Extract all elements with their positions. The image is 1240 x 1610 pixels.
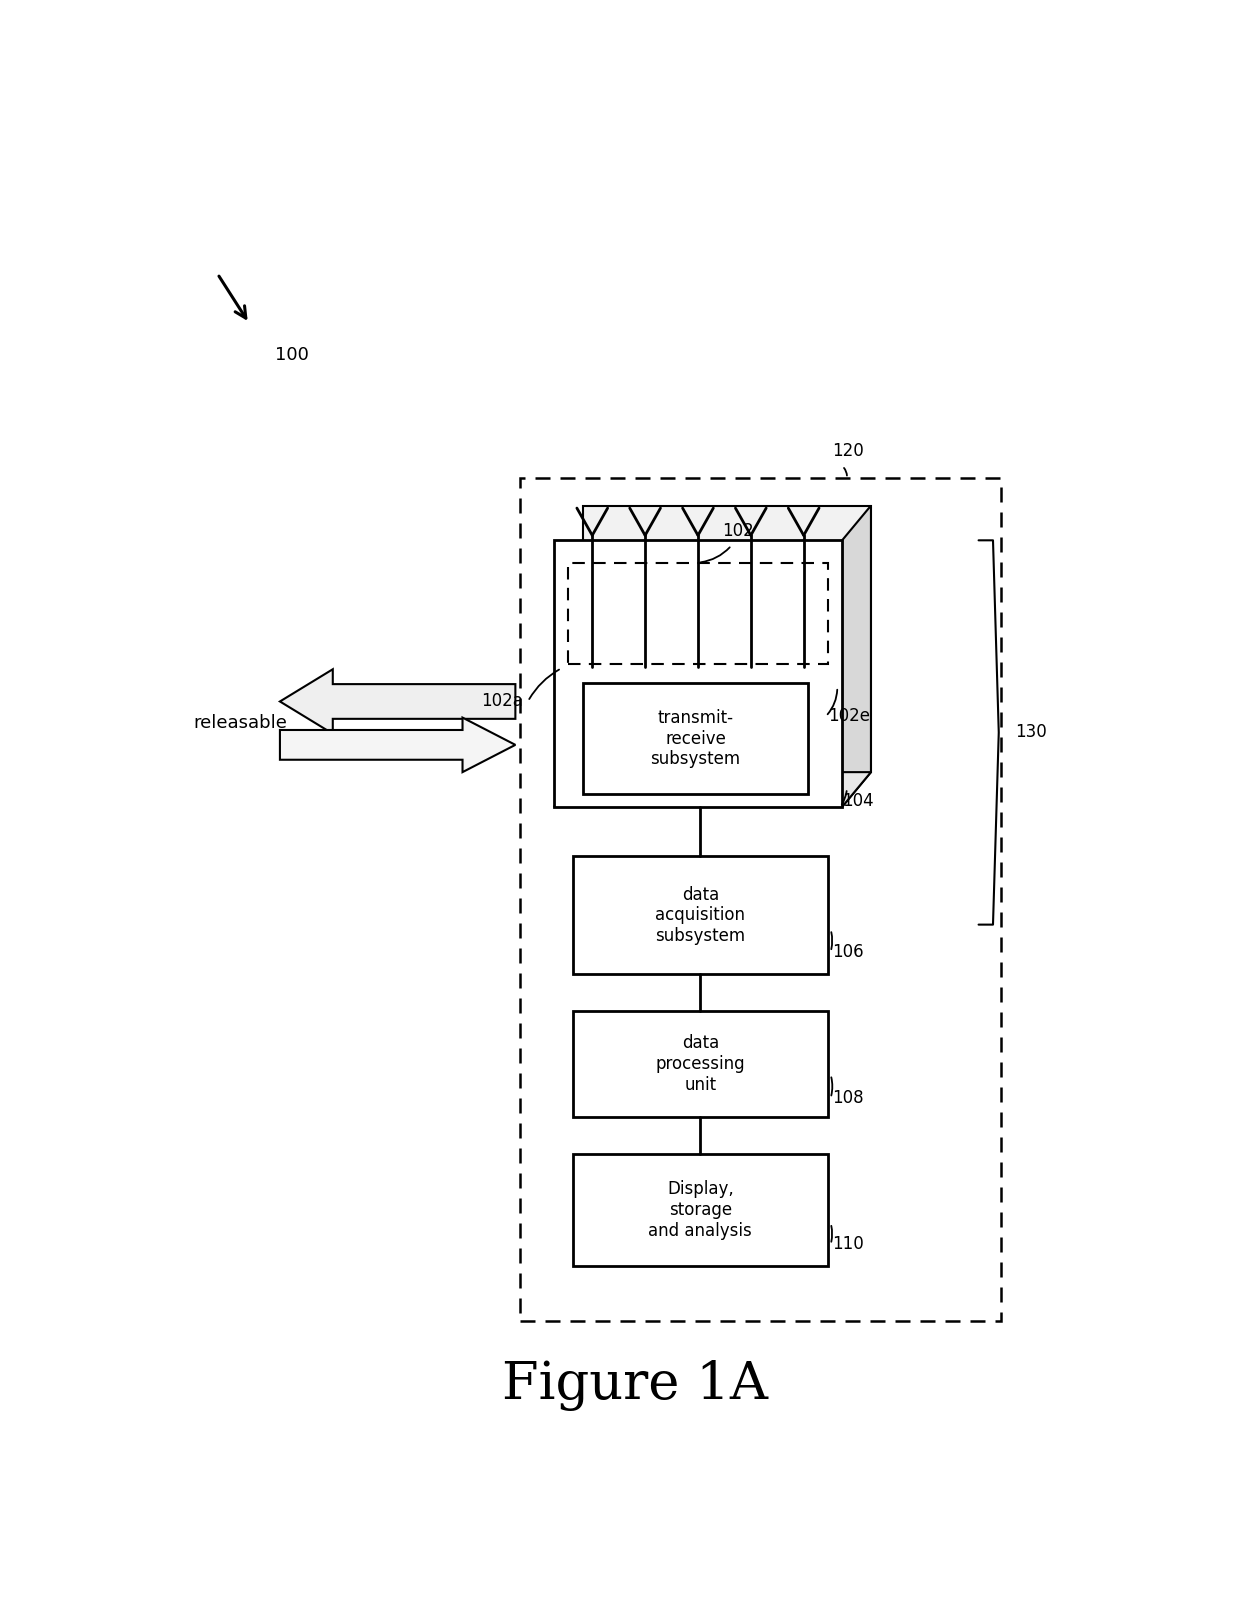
Text: data
processing
unit: data processing unit	[656, 1034, 745, 1093]
Text: Display,
storage
and analysis: Display, storage and analysis	[649, 1180, 753, 1240]
Text: 104: 104	[842, 792, 874, 810]
Text: data
acquisition
subsystem: data acquisition subsystem	[655, 886, 745, 945]
Polygon shape	[842, 506, 870, 807]
Polygon shape	[583, 506, 870, 773]
Bar	[573, 1154, 828, 1265]
Polygon shape	[280, 718, 516, 773]
Text: 130: 130	[1016, 723, 1047, 742]
Text: transmit-
receive
subsystem: transmit- receive subsystem	[651, 708, 740, 768]
Bar	[568, 562, 828, 665]
Text: 106: 106	[832, 943, 864, 961]
Polygon shape	[554, 773, 870, 807]
Text: 100: 100	[275, 346, 309, 364]
Bar	[573, 857, 828, 974]
Text: 110: 110	[832, 1235, 864, 1254]
Bar	[583, 683, 808, 794]
Text: 102: 102	[722, 522, 754, 541]
Text: Figure 1A: Figure 1A	[502, 1360, 769, 1412]
Text: 102a: 102a	[481, 692, 523, 710]
Polygon shape	[280, 670, 516, 734]
Bar	[521, 478, 1001, 1322]
Text: releasable: releasable	[193, 713, 288, 731]
Text: 120: 120	[832, 441, 864, 460]
Bar	[573, 1011, 828, 1117]
Bar	[554, 541, 842, 807]
Text: 102e: 102e	[828, 707, 869, 726]
Text: 108: 108	[832, 1090, 864, 1108]
